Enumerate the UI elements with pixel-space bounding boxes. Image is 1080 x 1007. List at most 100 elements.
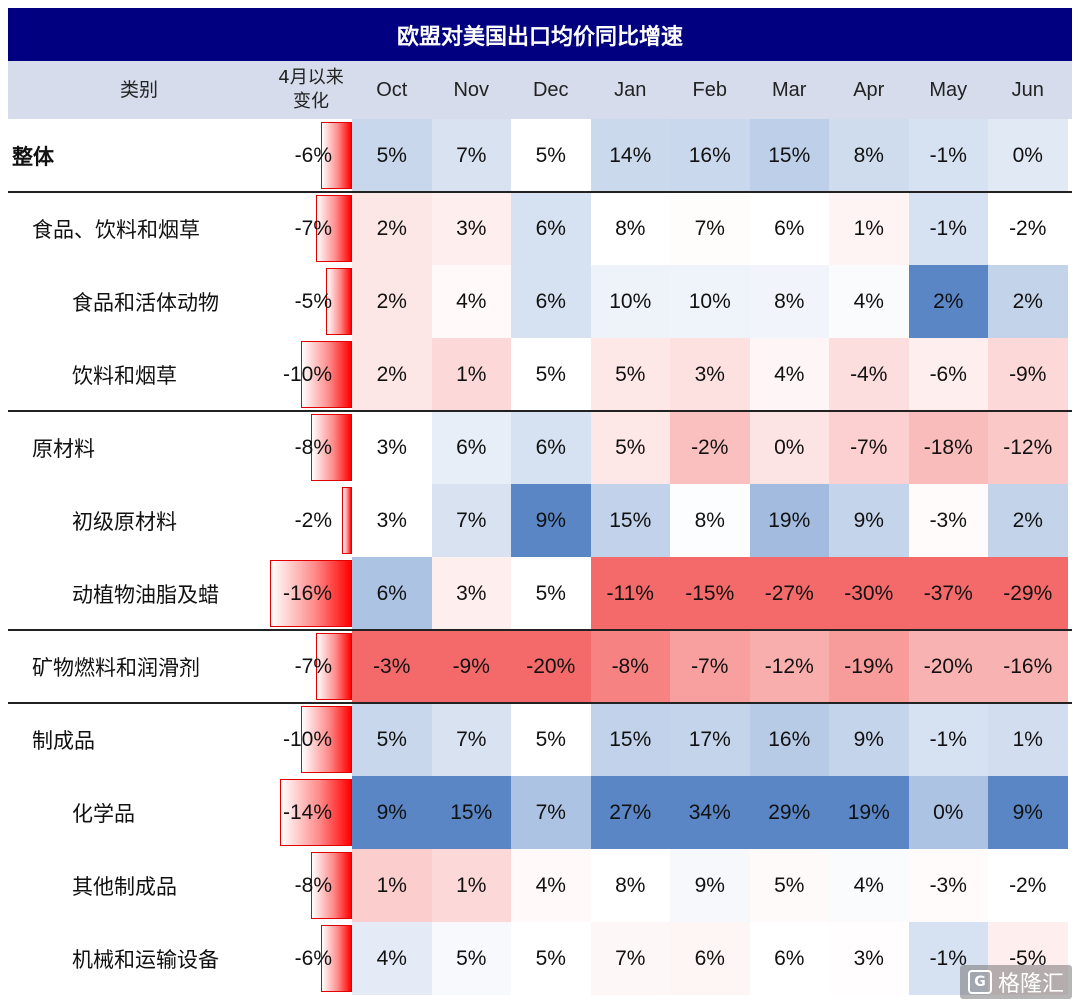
- heatmap-cell-may: -20%: [908, 630, 988, 703]
- heatmap-cell-mar: 29%: [749, 776, 829, 849]
- heatmap-cell-jan: 7%: [590, 922, 670, 995]
- change-cell: -10%: [270, 338, 352, 411]
- heatmap-cell-oct: 2%: [352, 192, 432, 265]
- change-value: -14%: [282, 800, 332, 824]
- table-row: 矿物燃料和润滑剂 -7% -3% -9% -20% -8% -7% -12% -19% -20% -…: [8, 630, 1072, 703]
- heatmap-cell-dec: 5%: [511, 119, 591, 192]
- heatmap-cell-oct: 1%: [352, 849, 432, 922]
- heatmap-cell-nov: 5%: [431, 922, 511, 995]
- heatmap-grid: 整体 -6% 5% 7% 5% 14% 16% 15% 8% -1% 0% 食品、饮料和烟草 -7% 2%…: [8, 119, 1072, 999]
- heatmap-cell-nov: 6%: [431, 411, 511, 484]
- heatmap-cell-jan: 27%: [590, 776, 670, 849]
- heatmap-cell-dec: 5%: [511, 557, 591, 630]
- header-month-feb: Feb: [692, 79, 727, 101]
- header-month-jun: Jun: [1011, 79, 1044, 101]
- heatmap-cell-jun: -12%: [988, 411, 1068, 484]
- heatmap-cell-feb: 9%: [670, 849, 750, 922]
- watermark-text: 格隆汇: [997, 972, 1064, 997]
- heatmap-cell-may: -37%: [908, 557, 988, 630]
- change-cell: -16%: [270, 557, 352, 630]
- header-month-oct: Oct: [376, 79, 408, 101]
- heatmap-cell-apr: 19%: [829, 776, 909, 849]
- heatmap-cell-oct: 9%: [352, 776, 432, 849]
- heatmap-cell-apr: -19%: [829, 630, 909, 703]
- heatmap-cell-dec: -20%: [511, 630, 591, 703]
- change-value: -8%: [294, 873, 332, 897]
- change-value: -5%: [294, 289, 332, 313]
- heatmap-cell-mar: 6%: [749, 922, 829, 995]
- heatmap-cell-feb: 10%: [670, 265, 750, 338]
- heatmap-cell-apr: -30%: [829, 557, 909, 630]
- table-row: 其他制成品 -8% 1% 1% 4% 8% 9% 5% 4% -3% -2%: [8, 849, 1072, 922]
- change-bar: [300, 706, 352, 773]
- row-label: 原材料: [32, 436, 95, 461]
- heatmap-cell-oct: 2%: [352, 338, 432, 411]
- heatmap-cell-dec: 4%: [511, 849, 591, 922]
- table-row: 机械和运输设备 -6% 4% 5% 5% 7% 6% 6% 3% -1% -5%: [8, 922, 1072, 995]
- heatmap-cell-feb: -15%: [670, 557, 750, 630]
- row-label: 制成品: [32, 728, 95, 753]
- change-cell: -6%: [270, 922, 352, 995]
- table-row: 动植物油脂及蜡 -16% 6% 3% 5% -11% -15% -27% -30% -37% -29…: [8, 557, 1072, 630]
- heatmap-cell-apr: 4%: [829, 849, 909, 922]
- heatmap-cell-feb: 17%: [670, 703, 750, 776]
- change-value: -8%: [294, 435, 332, 459]
- change-value: -6%: [294, 946, 332, 970]
- heatmap-cell-dec: 7%: [511, 776, 591, 849]
- heatmap-cell-apr: 1%: [829, 192, 909, 265]
- heatmap-cell-apr: -7%: [829, 411, 909, 484]
- heatmap-cell-mar: -27%: [749, 557, 829, 630]
- heatmap-cell-dec: 5%: [511, 922, 591, 995]
- row-label: 动植物油脂及蜡: [72, 582, 219, 607]
- heatmap-cell-mar: 16%: [749, 703, 829, 776]
- heatmap-cell-nov: -9%: [431, 630, 511, 703]
- watermark-logo-icon: G: [967, 970, 992, 994]
- heatmap-cell-jun: 0%: [988, 119, 1068, 192]
- heatmap-cell-jan: -8%: [590, 630, 670, 703]
- change-bar: [316, 195, 352, 262]
- heatmap-cell-feb: -7%: [670, 630, 750, 703]
- table-row: 整体 -6% 5% 7% 5% 14% 16% 15% 8% -1% 0%: [8, 119, 1072, 192]
- heatmap-cell-jan: 8%: [590, 192, 670, 265]
- heatmap-cell-jun: -2%: [988, 849, 1068, 922]
- heatmap-cell-jun: 2%: [988, 484, 1068, 557]
- header-change: 4月以来 变化: [278, 67, 344, 112]
- change-bar: [326, 268, 352, 335]
- heatmap-cell-jan: 14%: [590, 119, 670, 192]
- change-bar: [341, 487, 352, 554]
- change-cell: -8%: [270, 411, 352, 484]
- change-bar: [321, 122, 352, 189]
- heatmap-cell-apr: -4%: [829, 338, 909, 411]
- row-label: 其他制成品: [72, 874, 177, 899]
- row-label: 食品和活体动物: [72, 290, 219, 315]
- heatmap-cell-dec: 6%: [511, 192, 591, 265]
- change-value: -10%: [282, 362, 332, 386]
- heatmap-cell-jan: 10%: [590, 265, 670, 338]
- heatmap-cell-mar: 19%: [749, 484, 829, 557]
- watermark: G 格隆汇: [959, 965, 1072, 999]
- change-cell: -5%: [270, 265, 352, 338]
- row-label: 初级原材料: [72, 509, 177, 534]
- header-month-mar: Mar: [772, 79, 807, 101]
- heatmap-cell-may: -1%: [908, 192, 988, 265]
- heatmap-cell-jun: -9%: [988, 338, 1068, 411]
- change-cell: -7%: [270, 192, 352, 265]
- group-separator: [8, 702, 1072, 704]
- heatmap-cell-jan: 15%: [590, 484, 670, 557]
- change-bar: [321, 925, 352, 992]
- heatmap-cell-may: 0%: [908, 776, 988, 849]
- heatmap-cell-dec: 5%: [511, 703, 591, 776]
- change-value: -2%: [294, 508, 332, 532]
- heatmap-cell-jan: 15%: [590, 703, 670, 776]
- heatmap-cell-mar: 5%: [749, 849, 829, 922]
- heatmap-cell-oct: 5%: [352, 703, 432, 776]
- heatmap-cell-feb: 3%: [670, 338, 750, 411]
- heatmap-cell-jan: 5%: [590, 338, 670, 411]
- header-category: 类别: [119, 79, 158, 101]
- change-cell: -7%: [270, 630, 352, 703]
- change-bar: [300, 341, 352, 408]
- heatmap-cell-nov: 7%: [431, 484, 511, 557]
- heatmap-cell-nov: 1%: [431, 338, 511, 411]
- group-separator: [8, 410, 1072, 412]
- heatmap-cell-jun: 1%: [988, 703, 1068, 776]
